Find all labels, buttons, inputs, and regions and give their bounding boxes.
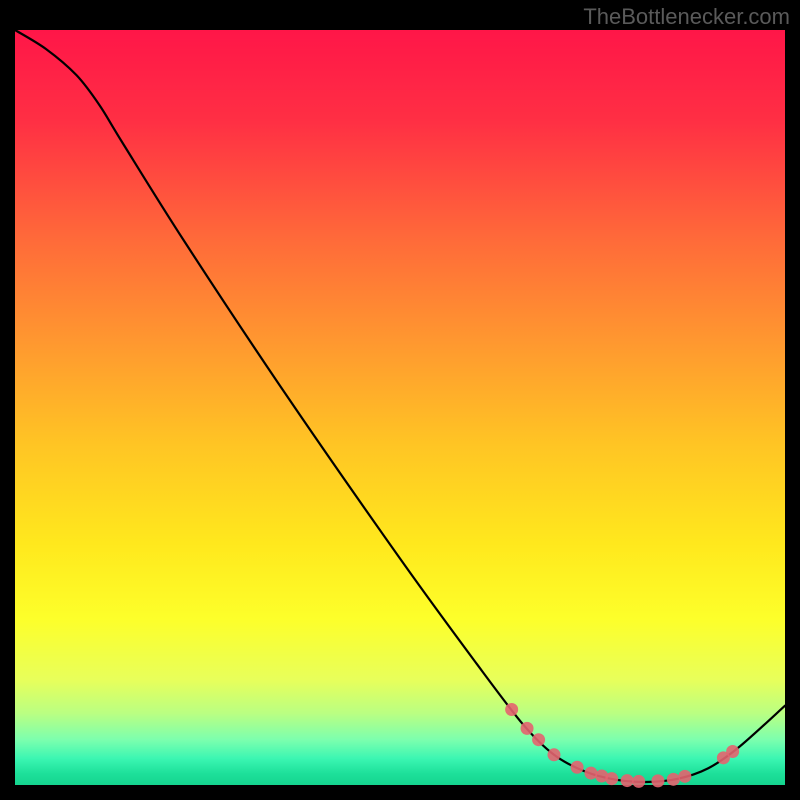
- curve-marker: [621, 774, 634, 787]
- curve-marker: [548, 748, 561, 761]
- curve-marker: [678, 770, 691, 783]
- curve-marker: [651, 774, 664, 787]
- curve-marker: [521, 722, 534, 735]
- curve-marker: [667, 773, 680, 786]
- chart-container: TheBottlenecker.com: [0, 0, 800, 800]
- curve-marker: [532, 733, 545, 746]
- heat-gradient-rect: [15, 30, 785, 785]
- curve-marker: [571, 761, 584, 774]
- watermark-text: TheBottlenecker.com: [583, 4, 790, 30]
- curve-marker: [632, 775, 645, 788]
- curve-marker: [605, 772, 618, 785]
- bottleneck-chart-svg: [0, 0, 800, 800]
- curve-marker: [726, 745, 739, 758]
- curve-marker: [505, 703, 518, 716]
